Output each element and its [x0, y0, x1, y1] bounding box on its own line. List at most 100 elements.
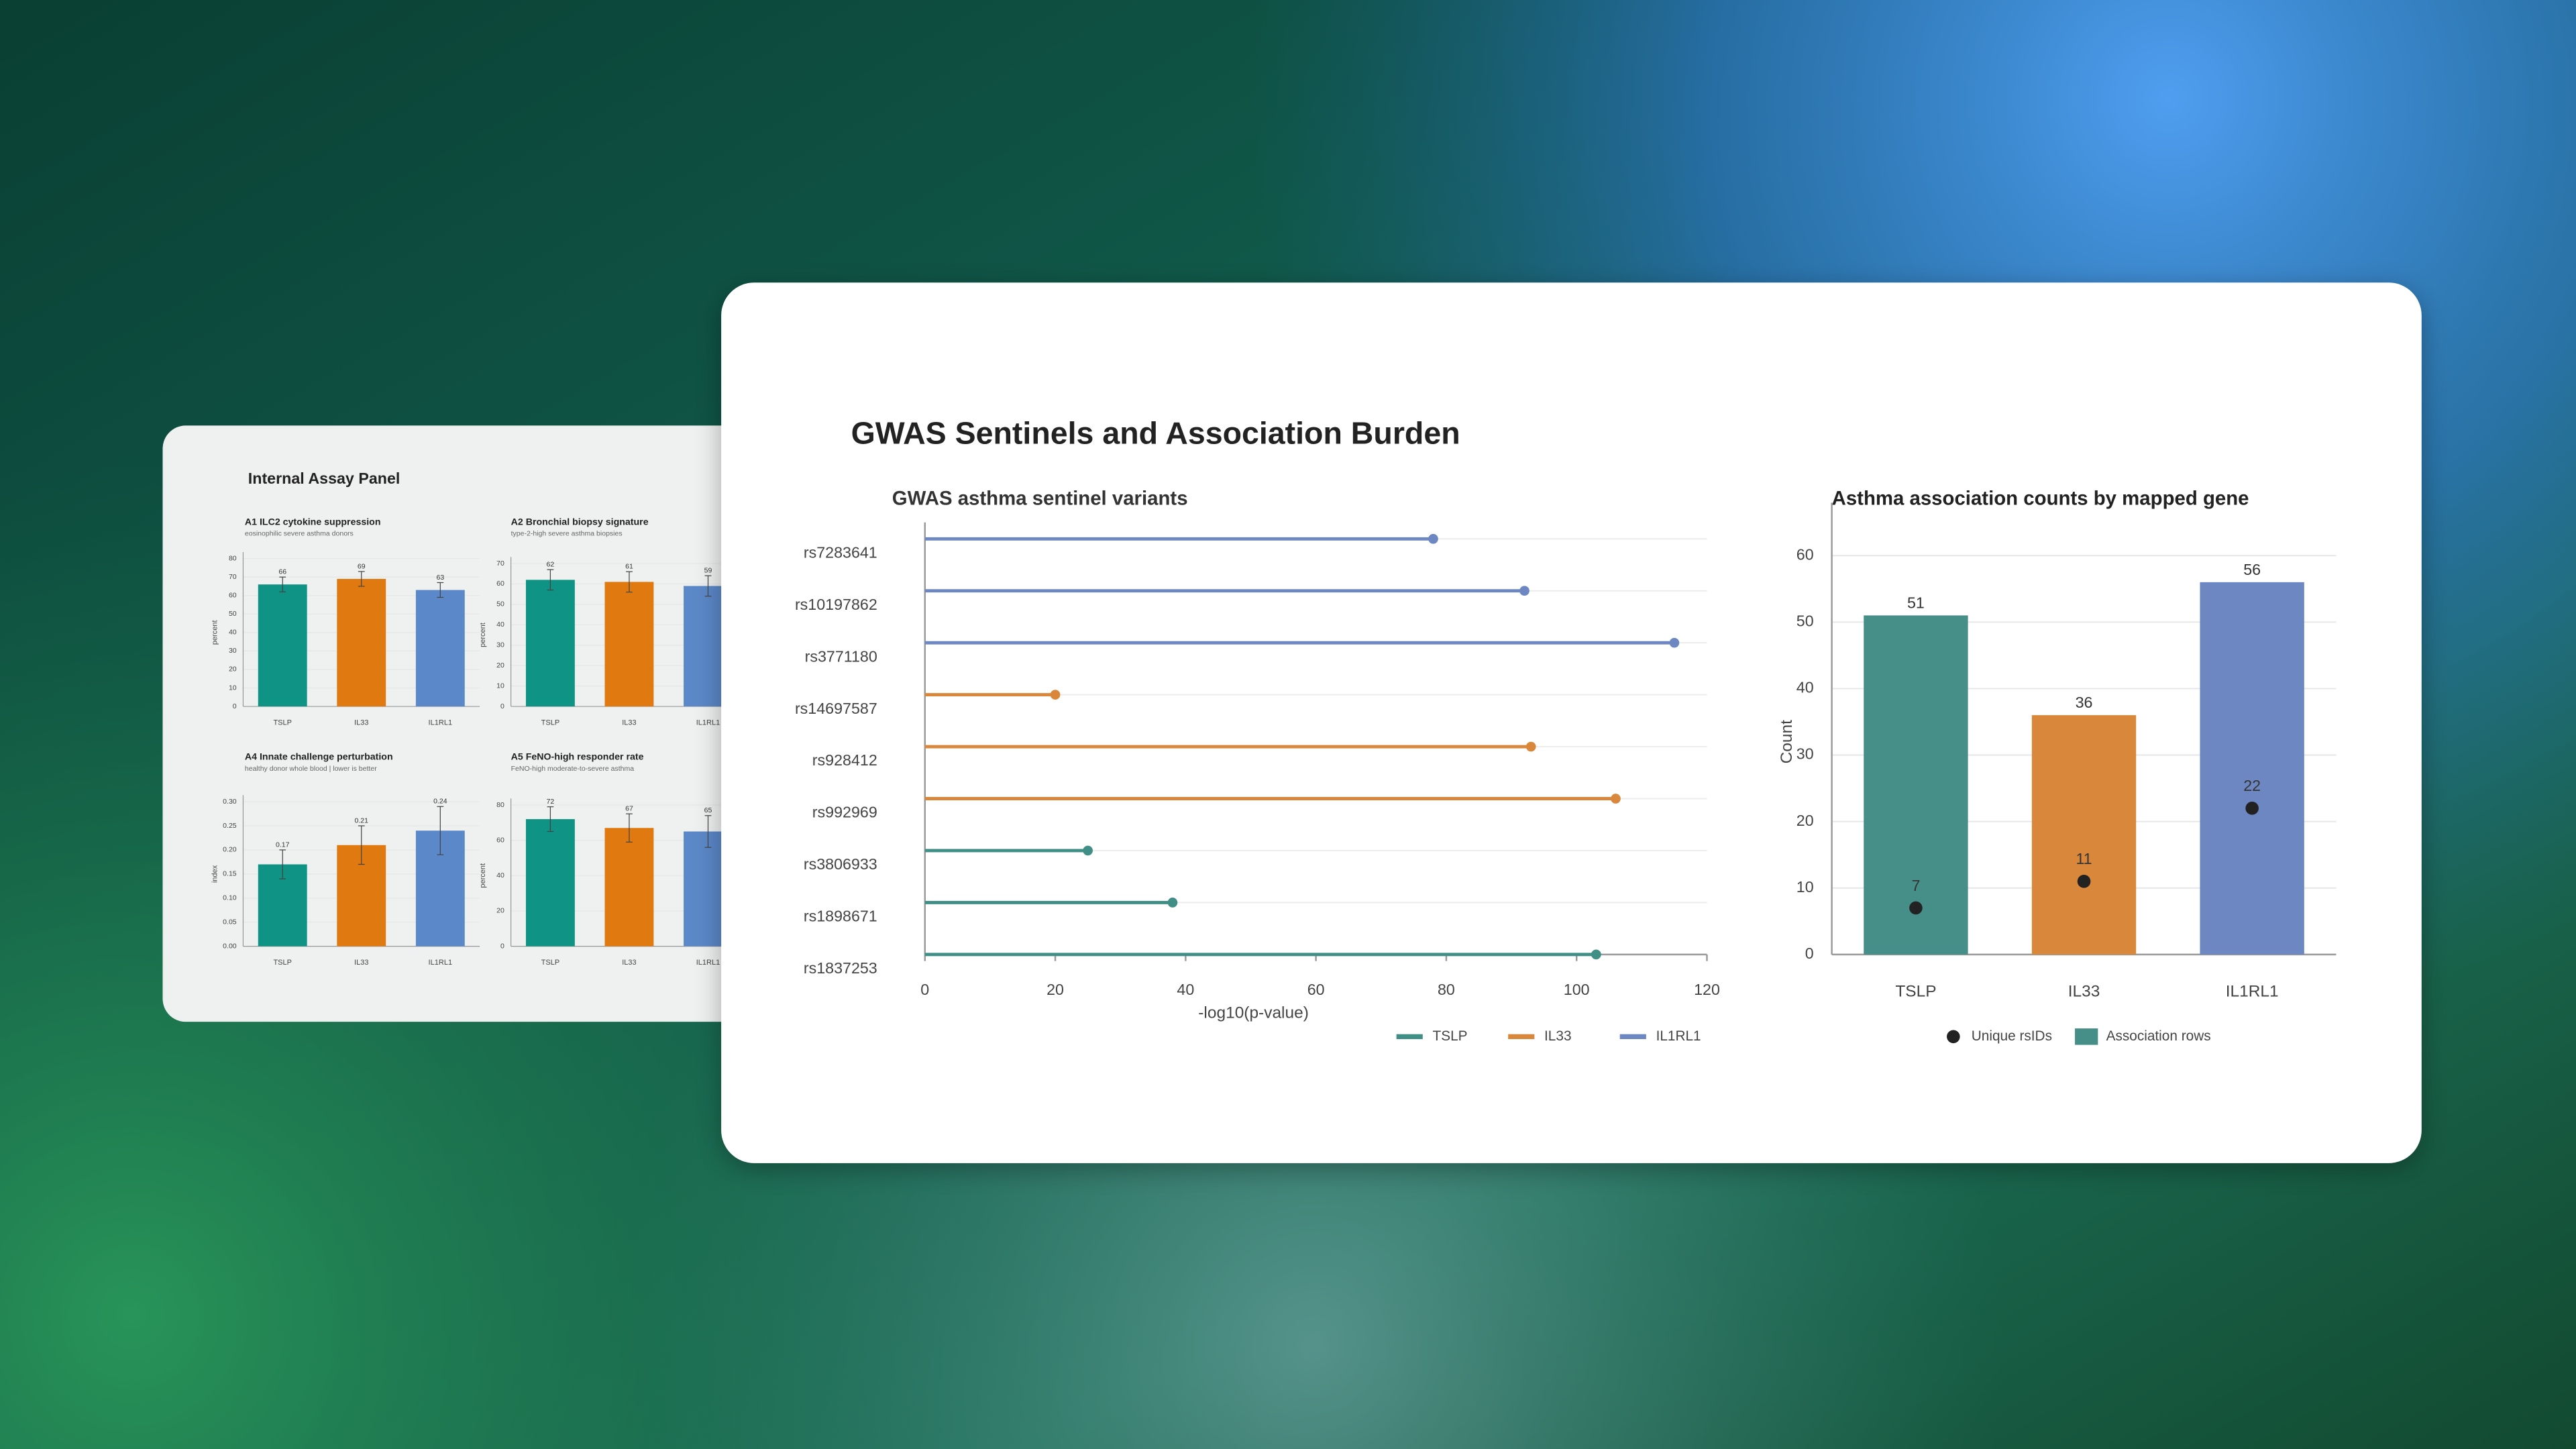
y-tick-label: 50 — [496, 600, 504, 608]
x-tick-label: TSLP — [273, 959, 292, 967]
x-tick-label: 100 — [1564, 981, 1590, 998]
front-window[interactable]: GWAS Sentinels and Association Burden GW… — [721, 282, 2422, 1163]
x-tick-label: IL33 — [2068, 983, 2100, 1001]
bar — [604, 582, 654, 707]
lollipop-head — [1525, 741, 1536, 752]
bar — [525, 580, 575, 707]
x-tick-label: 20 — [1046, 981, 1064, 998]
value-label: 72 — [547, 798, 555, 806]
y-tick-label: 0.30 — [223, 798, 237, 806]
y-tick-label: 40 — [496, 871, 504, 879]
x-tick-label: TSLP — [1895, 983, 1936, 1001]
y-tick-label: 0.20 — [223, 846, 237, 854]
lollipop-head — [1050, 690, 1061, 700]
y-axis-label: Count — [1778, 720, 1796, 763]
chart-title: A2 Bronchial biopsy signature — [511, 517, 649, 528]
window-background — [162, 425, 853, 1022]
y-tick-label: 70 — [229, 573, 237, 581]
chart-subtitle: healthy donor whole blood | lower is bet… — [245, 765, 377, 773]
y-tick-label: 20 — [1796, 812, 1814, 829]
legend-label: Association rows — [2106, 1028, 2211, 1044]
value-label: 66 — [278, 568, 286, 576]
y-axis-label: percent — [211, 620, 219, 645]
y-tick-label: 0 — [1805, 945, 1814, 962]
y-tick-label: 10 — [1796, 878, 1814, 896]
lollipop-head — [1611, 794, 1621, 804]
window-background — [721, 282, 2422, 1163]
x-tick-label: IL1RL1 — [429, 959, 453, 967]
y-tick-label: 30 — [496, 641, 504, 649]
value-label: 36 — [2076, 694, 2093, 711]
x-tick-label: IL33 — [354, 959, 368, 967]
bar — [2200, 582, 2304, 955]
y-tick-label: 60 — [496, 580, 504, 588]
y-tick-label: 40 — [496, 621, 504, 629]
chart-title: A4 Innate challenge perturbation — [245, 752, 393, 763]
y-tick-label: 30 — [229, 647, 237, 655]
legend-label: IL1RL1 — [1656, 1028, 1701, 1044]
back-window[interactable]: Internal Assay Panel A1 ILC2 cytokine su… — [162, 425, 853, 1022]
lollipop-head — [1428, 533, 1438, 544]
chart-title: A1 ILC2 cytokine suppression — [245, 517, 381, 528]
y-tick-label: 30 — [1796, 745, 1814, 763]
y-tick-label: rs928412 — [812, 751, 877, 769]
y-tick-label: 20 — [496, 907, 504, 915]
y-tick-label: rs992969 — [812, 804, 877, 821]
x-axis-label: -log10(p-value) — [1198, 1004, 1309, 1022]
y-tick-label: rs1898671 — [804, 908, 877, 925]
y-tick-label: 60 — [229, 592, 237, 600]
chart-subtitle: eosinophilic severe asthma donors — [245, 530, 354, 538]
x-tick-label: IL1RL1 — [429, 718, 453, 727]
y-tick-label: 10 — [496, 682, 504, 690]
dot — [2245, 802, 2259, 815]
x-tick-label: 0 — [920, 981, 929, 998]
value-label: 61 — [625, 563, 633, 571]
y-tick-label: 40 — [229, 629, 237, 637]
bar — [258, 584, 307, 707]
page-title: GWAS Sentinels and Association Burden — [851, 415, 1460, 450]
bar — [1864, 615, 1968, 955]
x-tick-label: TSLP — [541, 959, 560, 967]
legend-label: IL33 — [1544, 1028, 1571, 1044]
lollipop-head — [1669, 637, 1680, 648]
chart-title: GWAS asthma sentinel variants — [892, 487, 1188, 509]
chart-subtitle: FeNO-high moderate-to-severe asthma — [511, 765, 635, 773]
y-tick-label: 0.25 — [223, 822, 237, 830]
value-label: 22 — [2243, 777, 2261, 794]
legend-label: Unique rsIDs — [1972, 1028, 2052, 1044]
y-tick-label: 0.00 — [223, 942, 237, 950]
value-label: 11 — [2076, 850, 2092, 867]
bar — [604, 828, 654, 947]
bar — [525, 819, 575, 947]
legend-swatch — [2075, 1028, 2098, 1045]
y-tick-label: rs14697587 — [795, 700, 877, 717]
y-tick-label: rs10197862 — [795, 596, 877, 613]
y-tick-label: 0 — [233, 702, 237, 710]
y-tick-label: 80 — [496, 801, 504, 809]
y-tick-label: 50 — [1796, 612, 1814, 629]
chart-title: Asthma association counts by mapped gene — [1832, 487, 2249, 509]
y-tick-label: 0.15 — [223, 870, 237, 878]
x-tick-label: IL33 — [622, 959, 636, 967]
value-label: 0.24 — [433, 798, 447, 806]
legend-label: TSLP — [1433, 1028, 1468, 1044]
x-tick-label: 80 — [1438, 981, 1455, 998]
y-tick-label: 20 — [496, 661, 504, 669]
value-label: 7 — [1911, 877, 1920, 894]
lollipop-head — [1083, 845, 1093, 856]
value-label: 65 — [704, 806, 712, 814]
x-tick-label: 120 — [1694, 981, 1720, 998]
dot — [1909, 901, 1923, 915]
panel-title: Internal Assay Panel — [248, 470, 400, 487]
y-axis-label: percent — [479, 623, 487, 647]
value-label: 0.17 — [276, 841, 290, 849]
bar — [2031, 715, 2137, 955]
value-label: 63 — [436, 574, 444, 582]
bar — [337, 578, 386, 707]
chart-title: A5 FeNO-high responder rate — [511, 752, 644, 763]
y-tick-label: 70 — [496, 559, 504, 568]
y-tick-label: 0 — [500, 702, 504, 710]
chart-subtitle: type-2-high severe asthma biopsies — [511, 530, 623, 538]
